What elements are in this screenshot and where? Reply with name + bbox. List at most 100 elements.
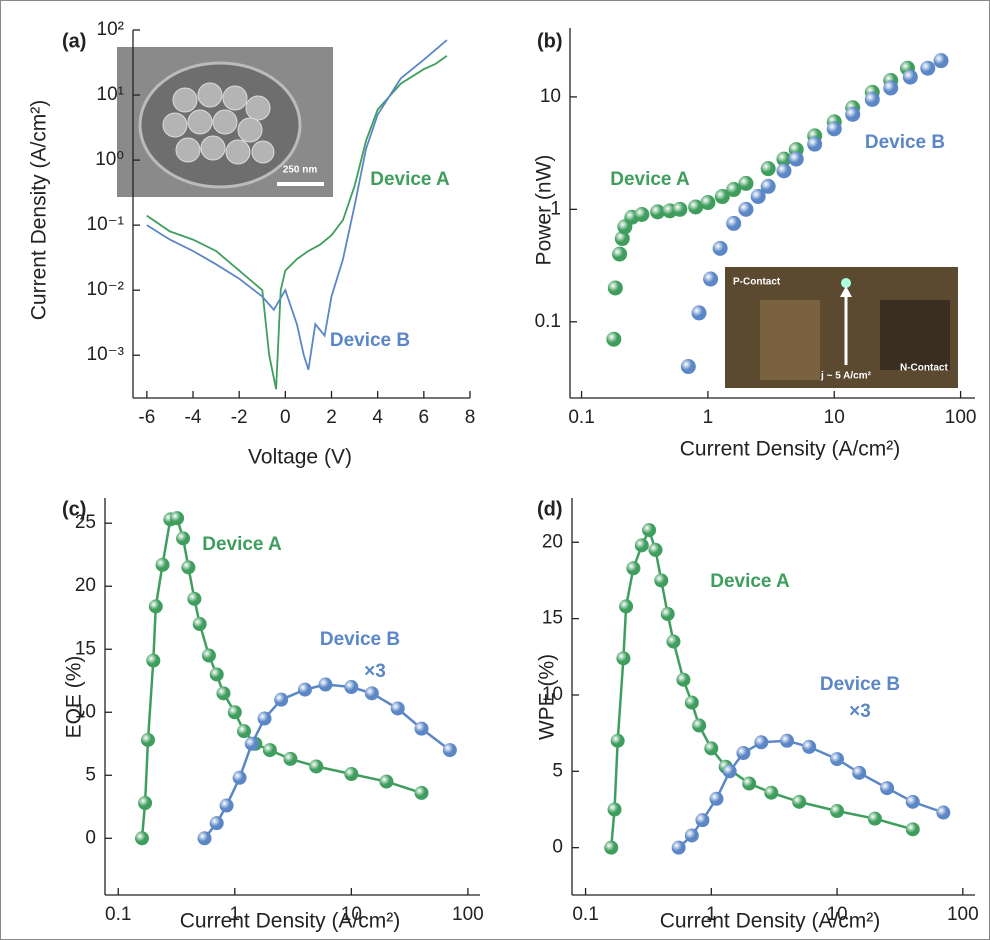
x-tick-label: 1 (706, 904, 717, 925)
data-point (933, 53, 949, 69)
data-point (155, 557, 170, 572)
y-tick-label: 1 (550, 198, 561, 219)
data-point (634, 206, 650, 222)
data-point (237, 724, 252, 739)
inset-label: j ~ 5 A/cm² (820, 371, 872, 382)
y-axis-title: EQE (%) (63, 656, 86, 739)
data-point (684, 695, 699, 710)
sem-inset: 250 nm (117, 47, 333, 197)
data-point (414, 785, 429, 800)
series-label: Device A (370, 169, 450, 190)
data-point (138, 795, 153, 810)
plot-area (606, 53, 949, 375)
inset-label: P-Contact (733, 277, 781, 288)
y-tick-label: 10 (75, 701, 96, 722)
data-point (672, 201, 688, 217)
data-point (146, 653, 161, 668)
series-label: Device A (610, 169, 690, 190)
data-point (626, 561, 641, 576)
x-axis-title: Current Density (A/cm²) (660, 910, 881, 933)
data-point (414, 721, 429, 736)
y-tick-label: 10 (542, 684, 563, 705)
data-point (309, 759, 324, 774)
data-point (714, 189, 730, 205)
data-point (676, 672, 691, 687)
data-point (726, 215, 742, 231)
data-point (883, 80, 899, 96)
plot-area (135, 511, 457, 846)
x-tick-label: 6 (419, 407, 430, 428)
data-point (830, 804, 845, 819)
data-point (780, 733, 795, 748)
data-point (704, 741, 719, 756)
x-axis-title: Current Density (A/cm²) (680, 438, 901, 461)
y-tick-label: 20 (75, 575, 96, 596)
panel-label: (d) (537, 498, 563, 520)
x-tick-label: 100 (452, 904, 484, 925)
y-tick-label: 20 (542, 531, 563, 552)
x-tick-label: 1 (229, 904, 240, 925)
data-point (634, 538, 649, 553)
x-tick-label: 2 (326, 407, 337, 428)
scale-label: 250 nm (283, 165, 318, 176)
x-tick-label: 0.1 (105, 904, 131, 925)
plot-area (604, 523, 951, 855)
data-point (864, 91, 880, 107)
data-point (140, 732, 155, 747)
data-point (181, 560, 196, 575)
data-point (902, 69, 918, 85)
data-point (607, 802, 622, 817)
x-tick-label: 0.1 (572, 904, 598, 925)
y-tick-label: 10 (540, 86, 561, 107)
data-point (802, 739, 817, 754)
data-point (390, 701, 405, 716)
data-point (344, 767, 359, 782)
data-point (170, 511, 185, 526)
data-point (614, 231, 630, 247)
y-tick-label: 10⁻³ (87, 344, 125, 365)
y-tick-label: 0 (85, 827, 96, 848)
x-tick-label: 100 (947, 904, 979, 925)
data-point (845, 106, 861, 122)
plot-area (146, 39, 448, 390)
data-point (738, 175, 754, 191)
x-axis-title: Voltage (V) (248, 446, 352, 469)
data-point (257, 711, 272, 726)
data-point (807, 136, 823, 152)
y-tick-label: 10¹ (97, 84, 124, 105)
data-point (826, 121, 842, 137)
data-point (610, 733, 625, 748)
data-point (604, 840, 619, 855)
data-point (691, 305, 707, 321)
data-point (712, 240, 728, 256)
data-point (201, 648, 216, 663)
data-point (776, 163, 792, 179)
data-point (197, 831, 212, 846)
inset-arrowhead (840, 286, 852, 297)
data-point (760, 161, 776, 177)
data-point (742, 776, 757, 791)
data-point (736, 745, 751, 760)
inset-pad (880, 300, 950, 370)
data-point (792, 794, 807, 809)
data-point (642, 523, 657, 538)
data-point (936, 805, 951, 820)
x-tick-label: 4 (372, 407, 383, 428)
data-point (692, 718, 707, 733)
x-tick-label: 10 (341, 904, 362, 925)
data-point (852, 765, 867, 780)
series-label: Device A (202, 534, 282, 555)
data-point (722, 764, 737, 779)
data-point (192, 617, 207, 632)
annotation: ×3 (364, 661, 386, 682)
x-tick-label: 1 (703, 407, 714, 428)
data-point (650, 204, 666, 220)
data-point (187, 591, 202, 606)
y-tick-label: 5 (552, 760, 563, 781)
x-tick-label: -4 (185, 407, 202, 428)
data-point (905, 822, 920, 837)
y-axis-title: Current Density (A/cm²) (28, 100, 51, 321)
data-point (209, 667, 224, 682)
data-point (660, 607, 675, 622)
